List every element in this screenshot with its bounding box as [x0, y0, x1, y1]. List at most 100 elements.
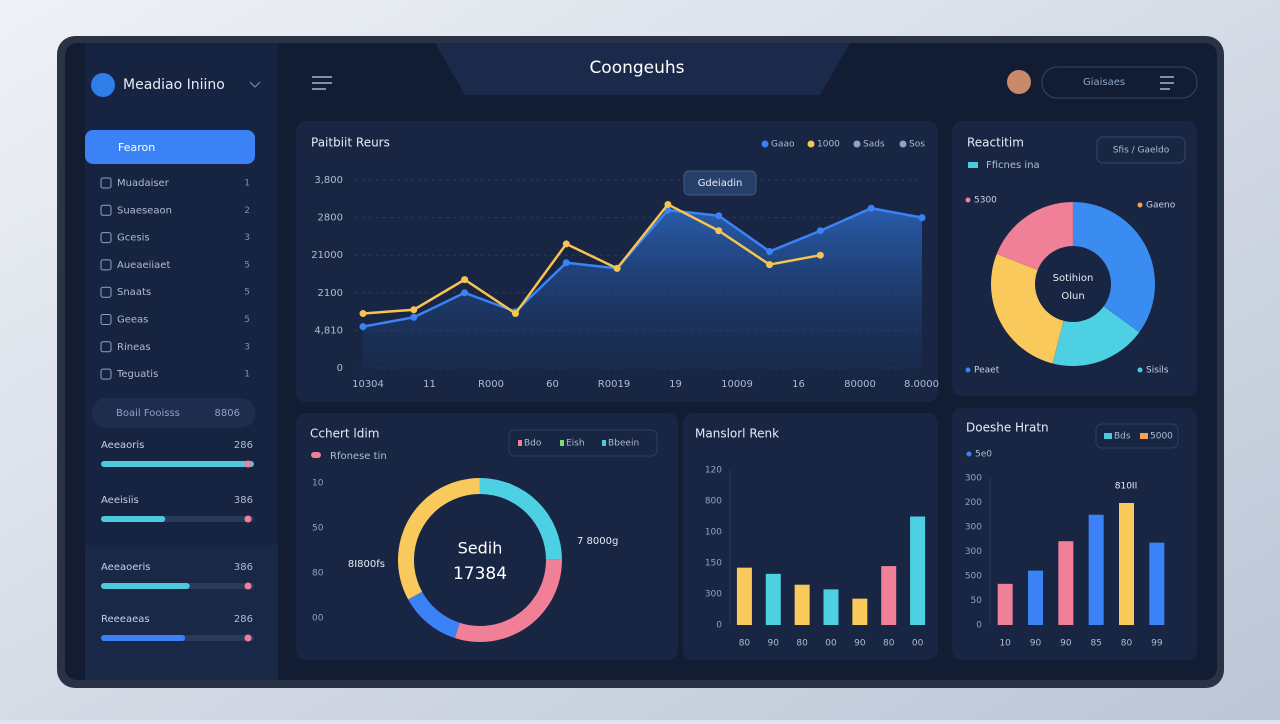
- ring-segment: [996, 202, 1073, 271]
- legend-label[interactable]: Gaao: [771, 140, 795, 150]
- x-label: 90: [1060, 639, 1072, 649]
- summary-value: 8806: [215, 408, 240, 419]
- nav-label[interactable]: Gcesis: [117, 233, 150, 244]
- progress-label: Aeeaoris: [101, 440, 144, 451]
- nav-label[interactable]: Snaats: [117, 287, 151, 298]
- summary-pill: [92, 398, 255, 428]
- donut-center: Sotihion: [1053, 273, 1094, 284]
- bar: [1088, 514, 1104, 625]
- legend-swatch: [311, 452, 321, 458]
- progress-end: [244, 515, 252, 523]
- nav-badge: 1: [244, 370, 250, 380]
- y-label: 00: [312, 614, 324, 624]
- x-label: 00: [825, 639, 837, 649]
- y-label: 2100: [318, 288, 343, 299]
- x-label: 00: [912, 639, 924, 649]
- nav-icon[interactable]: [100, 259, 112, 271]
- progress-fill: [101, 516, 166, 522]
- x-label: 80000: [844, 379, 876, 390]
- legend-label[interactable]: Sads: [863, 140, 885, 150]
- legend-swatch: [1104, 433, 1112, 439]
- y-label: 800: [705, 497, 722, 507]
- nav-badge: 2: [244, 206, 250, 216]
- legend-label: 5000: [1150, 432, 1173, 442]
- nav-label[interactable]: Suaeseaon: [117, 205, 172, 216]
- nav-badge: 3: [244, 233, 250, 243]
- point: [410, 313, 418, 321]
- active-nav-label[interactable]: Fearon: [118, 141, 155, 154]
- title-tab: [435, 43, 850, 95]
- nav-label[interactable]: Rineas: [117, 342, 151, 353]
- search-placeholder[interactable]: Giaisaes: [1083, 77, 1125, 88]
- nav-icon[interactable]: [100, 232, 112, 244]
- progress-fill: [101, 461, 254, 467]
- point: [715, 227, 723, 235]
- x-label: 10304: [352, 379, 384, 390]
- x-label: 10: [999, 639, 1011, 649]
- donut-label: Gaeno: [1146, 201, 1176, 211]
- chip-box: [508, 429, 658, 457]
- panel-title: Doeshe Hratn: [966, 421, 1049, 435]
- progress-end: [244, 582, 252, 590]
- label-dot: [1137, 367, 1143, 373]
- x-label: 80: [739, 639, 751, 649]
- ring-segment: [480, 478, 562, 560]
- search-box[interactable]: [1041, 66, 1198, 99]
- y-label: 80: [312, 569, 324, 579]
- chip-swatch: [518, 440, 522, 446]
- bar: [997, 583, 1013, 625]
- y-label: 0: [337, 363, 343, 374]
- active-nav-item[interactable]: [85, 130, 255, 164]
- nav-label[interactable]: Geeas: [117, 315, 148, 326]
- legend-label[interactable]: Sos: [909, 140, 925, 150]
- x-label: 11: [423, 379, 436, 390]
- nav-label[interactable]: Aueaeiiaet: [117, 260, 170, 271]
- nav-icon[interactable]: [100, 286, 112, 298]
- donut-center: Olun: [1061, 291, 1084, 302]
- point: [816, 227, 824, 235]
- nav-icon[interactable]: [100, 341, 112, 353]
- progress-end: [244, 460, 252, 468]
- chip-swatch: [602, 440, 606, 446]
- menu-icon[interactable]: [312, 76, 332, 90]
- brand-logo: [91, 73, 115, 97]
- avatar[interactable]: [1007, 70, 1031, 94]
- nav-icon[interactable]: [100, 177, 112, 189]
- chip-label[interactable]: Eish: [566, 439, 585, 449]
- y-label: 120: [705, 466, 722, 476]
- sidebar-lower: [85, 545, 278, 680]
- progress-label: Aeeisiis: [101, 495, 139, 506]
- chip-label[interactable]: Bbeein: [608, 439, 639, 449]
- nav-label[interactable]: Muadaiser: [117, 178, 170, 189]
- bar-panel-2: [952, 408, 1197, 660]
- point: [613, 264, 621, 272]
- page-title: Coongeuhs: [589, 58, 684, 78]
- legend-label: Bds: [1114, 432, 1131, 442]
- filter-label[interactable]: Sfis / Gaeldo: [1113, 146, 1170, 156]
- nav-icon[interactable]: [100, 314, 112, 325]
- legend-label[interactable]: 1000: [817, 140, 840, 150]
- filter-box[interactable]: [1096, 136, 1186, 164]
- legend-label: Rfonese tin: [330, 451, 387, 462]
- nav-icon[interactable]: [100, 204, 112, 216]
- x-label: 60: [546, 379, 559, 390]
- chip-label[interactable]: Bdo: [524, 439, 542, 449]
- point: [461, 276, 469, 284]
- point: [562, 240, 570, 248]
- legend-label: Fficnes ina: [986, 160, 1040, 171]
- bar: [1058, 541, 1074, 625]
- search-menu[interactable]: [1160, 76, 1174, 90]
- ring-segment: [454, 560, 562, 642]
- bar: [765, 573, 781, 625]
- sublegend: 5e0: [975, 450, 992, 460]
- x-label: 80: [796, 639, 808, 649]
- nav-icon[interactable]: [100, 368, 112, 380]
- bar: [881, 566, 897, 625]
- bar: [1028, 570, 1043, 625]
- bar: [910, 516, 926, 625]
- nav-label[interactable]: Teguatis: [116, 369, 158, 380]
- bar: [852, 598, 868, 625]
- point: [410, 306, 418, 314]
- legend-box: [1095, 423, 1179, 449]
